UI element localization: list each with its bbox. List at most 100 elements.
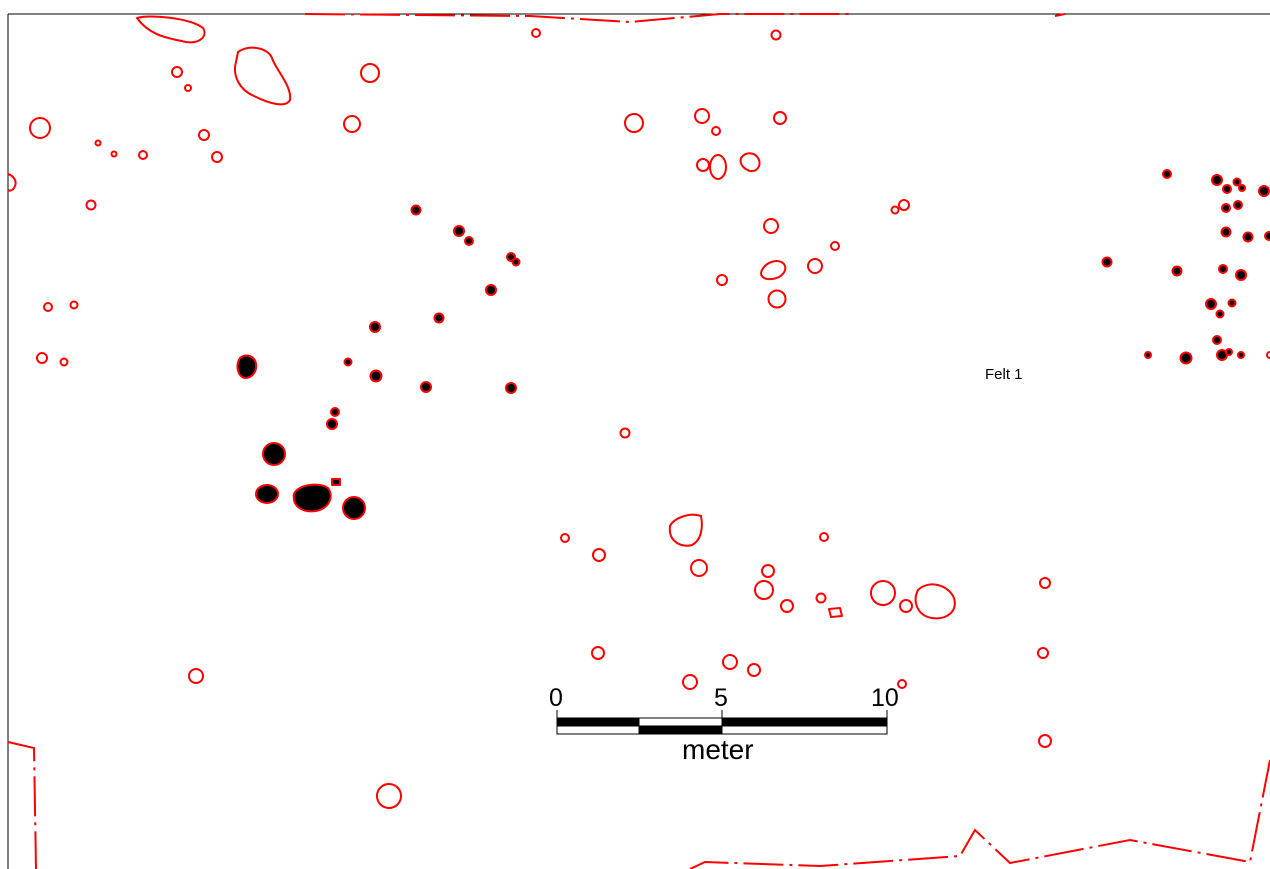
feature-outline	[188, 668, 204, 684]
feature-filled	[1242, 231, 1254, 243]
boundary-bottom	[689, 759, 1270, 869]
feature-filled	[1171, 265, 1183, 277]
feature-filled	[1258, 185, 1270, 197]
feature-filled	[1232, 177, 1242, 187]
boundary-top	[304, 13, 850, 24]
feature-filled	[410, 204, 422, 216]
feature-outline	[624, 113, 644, 133]
feature-filled	[1225, 348, 1233, 356]
feature-outline	[709, 154, 727, 180]
feature-filled	[511, 257, 521, 267]
feature-outline	[198, 129, 210, 141]
feature-outline	[668, 513, 703, 547]
feature-filled	[1220, 226, 1232, 238]
scale-segment	[556, 717, 640, 727]
feature-outline	[897, 679, 907, 689]
feature-outline	[722, 654, 738, 670]
feature-filled	[1162, 169, 1172, 179]
outlined-features	[7, 15, 1270, 809]
feature-filled	[1205, 298, 1217, 310]
feature-outline	[592, 548, 606, 562]
feature-outline	[696, 158, 710, 172]
feature-outline	[716, 274, 728, 286]
feature-outline	[43, 302, 53, 312]
feature-outline	[690, 559, 708, 577]
feature-filled	[331, 478, 341, 486]
feature-outline	[763, 218, 779, 234]
feature-outline	[899, 599, 913, 613]
feature-outline	[1037, 647, 1049, 659]
field-label: Felt 1	[985, 366, 1023, 383]
feature-outline	[136, 15, 206, 44]
feature-outline	[694, 108, 710, 124]
feature-filled	[485, 284, 497, 296]
filled-features	[236, 169, 1270, 520]
scale-label-10: 10	[871, 684, 899, 712]
feature-filled	[1215, 309, 1225, 319]
feature-outline	[819, 532, 829, 542]
scale-segment	[721, 717, 888, 727]
feature-outline	[773, 111, 787, 125]
feature-filled	[1237, 351, 1245, 359]
feature-filled	[453, 225, 465, 237]
feature-outline	[560, 533, 570, 543]
feature-outline	[59, 357, 69, 367]
feature-filled	[1101, 256, 1113, 268]
feature-filled	[1179, 351, 1193, 365]
scale-segment	[556, 725, 640, 735]
excavation-boundary	[7, 13, 1270, 869]
feature-outline	[760, 260, 787, 281]
feature-outline	[761, 564, 775, 578]
feature-outline	[914, 583, 956, 620]
feature-outline	[754, 580, 774, 600]
feature-outline	[1039, 577, 1051, 589]
feature-filled	[330, 407, 340, 417]
feature-filled	[1212, 335, 1222, 345]
feature-filled	[1211, 174, 1223, 186]
feature-filled	[1264, 231, 1270, 241]
feature-outline	[69, 300, 79, 310]
scale-segment	[638, 725, 723, 735]
feature-outline	[343, 115, 361, 133]
feature-outline	[376, 783, 402, 809]
feature-filled	[420, 381, 432, 393]
feature-filled	[326, 418, 338, 430]
feature-filled	[1221, 203, 1231, 213]
feature-outline	[29, 117, 51, 139]
scale-unit-label: meter	[682, 734, 754, 765]
feature-outline	[85, 199, 97, 211]
feature-filled	[1238, 184, 1246, 192]
feature-filled	[1227, 298, 1237, 308]
feature-filled	[343, 357, 353, 367]
boundary-left-bottom	[7, 741, 37, 869]
feature-outline	[830, 241, 840, 251]
feature-filled	[1235, 269, 1247, 281]
feature-outline	[739, 152, 761, 173]
scale-label-5: 5	[714, 684, 728, 712]
feature-outline	[184, 84, 192, 92]
feature-filled	[1222, 184, 1232, 194]
feature-outline	[211, 151, 223, 163]
feature-outline	[807, 258, 823, 274]
feature-filled	[1233, 200, 1243, 210]
feature-filled	[236, 354, 258, 379]
feature-outline	[890, 205, 900, 215]
scale-segment	[721, 725, 888, 735]
feature-outline	[591, 646, 605, 660]
feature-outline	[619, 427, 631, 439]
map-frame	[7, 13, 1270, 869]
feature-outline	[36, 352, 48, 364]
feature-outline	[1038, 734, 1052, 748]
boundary-top-right	[1054, 13, 1066, 17]
feature-outline	[360, 63, 380, 83]
feature-outline	[747, 663, 761, 677]
scale-segment	[638, 717, 723, 727]
feature-outline	[94, 139, 102, 147]
feature-outline	[711, 126, 721, 136]
feature-outline	[767, 289, 787, 309]
scale-bar	[556, 710, 888, 735]
feature-filled	[1218, 264, 1228, 274]
feature-filled	[433, 312, 445, 324]
feature-filled	[464, 236, 474, 246]
scale-label-0: 0	[549, 684, 563, 712]
